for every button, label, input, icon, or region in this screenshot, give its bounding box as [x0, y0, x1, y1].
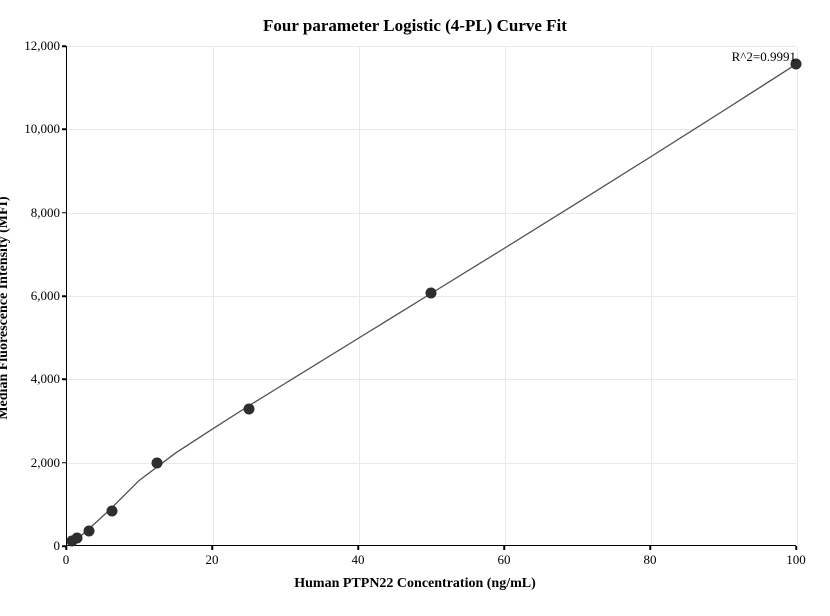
y-tick-mark — [62, 212, 66, 214]
x-tick-mark — [357, 546, 359, 550]
y-tick-label: 0 — [54, 538, 61, 554]
x-tick-label: 20 — [206, 552, 219, 568]
y-tick-mark — [62, 295, 66, 297]
x-tick-mark — [211, 546, 213, 550]
data-point — [83, 525, 94, 536]
x-tick-label: 0 — [63, 552, 70, 568]
x-tick-label: 60 — [498, 552, 511, 568]
x-axis-label: Human PTPN22 Concentration (ng/mL) — [0, 576, 830, 592]
y-tick-label: 2,000 — [31, 455, 60, 471]
data-point — [426, 288, 437, 299]
r-squared-annotation: R^2=0.9991 — [732, 49, 796, 65]
y-tick-label: 4,000 — [31, 371, 60, 387]
data-point — [106, 505, 117, 516]
gridline-v — [797, 46, 798, 545]
data-point — [72, 533, 83, 544]
y-tick-mark — [62, 45, 66, 47]
y-tick-mark — [62, 129, 66, 131]
x-tick-mark — [649, 546, 651, 550]
y-tick-label: 12,000 — [24, 38, 60, 54]
chart-container: Four parameter Logistic (4-PL) Curve Fit… — [0, 0, 830, 616]
data-point — [152, 457, 163, 468]
y-tick-mark — [62, 379, 66, 381]
x-tick-label: 80 — [644, 552, 657, 568]
y-tick-label: 6,000 — [31, 288, 60, 304]
y-tick-label: 8,000 — [31, 205, 60, 221]
y-tick-mark — [62, 462, 66, 464]
x-tick-label: 40 — [352, 552, 365, 568]
data-point — [243, 403, 254, 414]
x-tick-label: 100 — [786, 552, 806, 568]
x-tick-mark — [795, 546, 797, 550]
x-tick-mark — [65, 546, 67, 550]
y-axis-label: Median Fluorescence Intensity (MFI) — [0, 85, 12, 308]
y-tick-label: 10,000 — [24, 121, 60, 137]
chart-title: Four parameter Logistic (4-PL) Curve Fit — [0, 16, 830, 36]
x-tick-mark — [503, 546, 505, 550]
